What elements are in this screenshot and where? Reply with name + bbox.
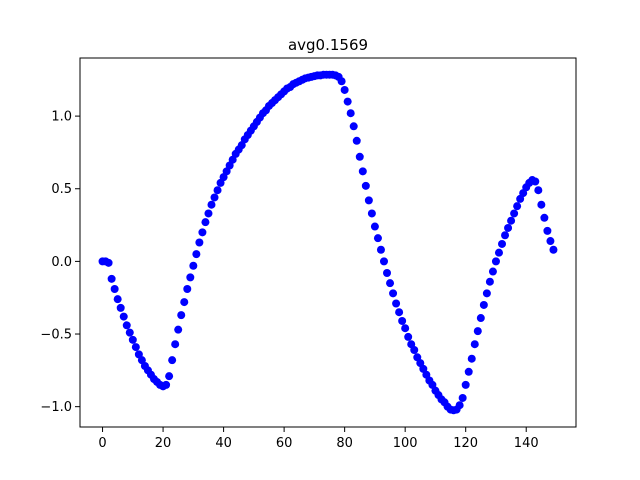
point xyxy=(479,300,488,309)
point xyxy=(513,202,522,211)
point xyxy=(364,196,373,205)
point xyxy=(464,367,473,376)
point xyxy=(189,261,198,270)
x-tick-label: 80 xyxy=(336,436,353,451)
point xyxy=(494,248,503,257)
point xyxy=(116,303,125,312)
point xyxy=(458,393,467,402)
point xyxy=(168,356,177,365)
x-tick-label: 140 xyxy=(514,436,539,451)
point xyxy=(455,401,464,410)
point xyxy=(171,340,180,349)
point xyxy=(355,152,364,161)
point xyxy=(119,312,128,321)
point xyxy=(128,335,137,344)
x-tick-label: 40 xyxy=(215,436,232,451)
point xyxy=(213,186,222,195)
point xyxy=(549,245,558,254)
point xyxy=(122,321,131,330)
point xyxy=(392,299,401,308)
point xyxy=(543,226,552,235)
point xyxy=(491,257,500,266)
point xyxy=(485,277,494,286)
point xyxy=(110,284,119,293)
point xyxy=(531,177,540,186)
x-tick-label: 100 xyxy=(393,436,418,451)
point xyxy=(510,209,519,218)
point xyxy=(401,324,410,333)
y-tick-label: 1.0 xyxy=(51,110,72,125)
plot-frame xyxy=(79,57,577,428)
point xyxy=(165,372,174,381)
point xyxy=(498,239,507,248)
point xyxy=(410,346,419,355)
point xyxy=(473,327,482,336)
point xyxy=(340,85,349,94)
point xyxy=(349,122,358,131)
point xyxy=(404,332,413,341)
point xyxy=(162,380,171,389)
point xyxy=(461,380,470,389)
x-tick-label: 0 xyxy=(98,436,106,451)
point xyxy=(379,257,388,266)
point xyxy=(343,97,352,106)
point xyxy=(504,223,513,232)
point xyxy=(210,193,219,202)
point xyxy=(195,238,204,247)
point xyxy=(113,295,122,304)
point xyxy=(389,289,398,298)
point xyxy=(346,109,355,118)
point xyxy=(540,213,549,222)
y-tick-label: −0.5 xyxy=(40,328,72,343)
point xyxy=(398,316,407,325)
point xyxy=(174,325,183,334)
point xyxy=(467,354,476,363)
point xyxy=(507,216,516,225)
point xyxy=(501,231,510,240)
x-tick-label: 20 xyxy=(155,436,172,451)
y-tick-label: 0.0 xyxy=(51,255,72,270)
point xyxy=(488,267,497,276)
point xyxy=(198,228,207,237)
point xyxy=(104,258,113,267)
x-tick-label: 60 xyxy=(276,436,293,451)
point xyxy=(337,77,346,86)
x-tick-label: 120 xyxy=(453,436,478,451)
y-tick-label: −1.0 xyxy=(40,400,72,415)
point xyxy=(207,200,216,209)
point xyxy=(470,340,479,349)
chart-title: avg0.1569 xyxy=(288,36,368,54)
point xyxy=(546,237,555,246)
point xyxy=(361,181,370,190)
point xyxy=(131,343,140,352)
point xyxy=(180,298,189,307)
point xyxy=(383,269,392,278)
point xyxy=(534,186,543,195)
point xyxy=(125,328,134,337)
point xyxy=(537,200,546,209)
point xyxy=(476,314,485,323)
point xyxy=(373,234,382,243)
point xyxy=(376,245,385,254)
point xyxy=(204,209,213,218)
point xyxy=(192,250,201,259)
point xyxy=(386,279,395,288)
point xyxy=(107,274,116,283)
y-tick-label: 0.5 xyxy=(51,182,72,197)
point xyxy=(177,311,186,320)
point xyxy=(367,209,376,218)
point xyxy=(395,308,404,317)
point xyxy=(186,273,195,282)
point xyxy=(183,284,192,293)
point xyxy=(352,136,361,145)
point xyxy=(482,289,491,298)
point xyxy=(370,222,379,231)
point xyxy=(358,167,367,176)
point xyxy=(201,218,210,227)
